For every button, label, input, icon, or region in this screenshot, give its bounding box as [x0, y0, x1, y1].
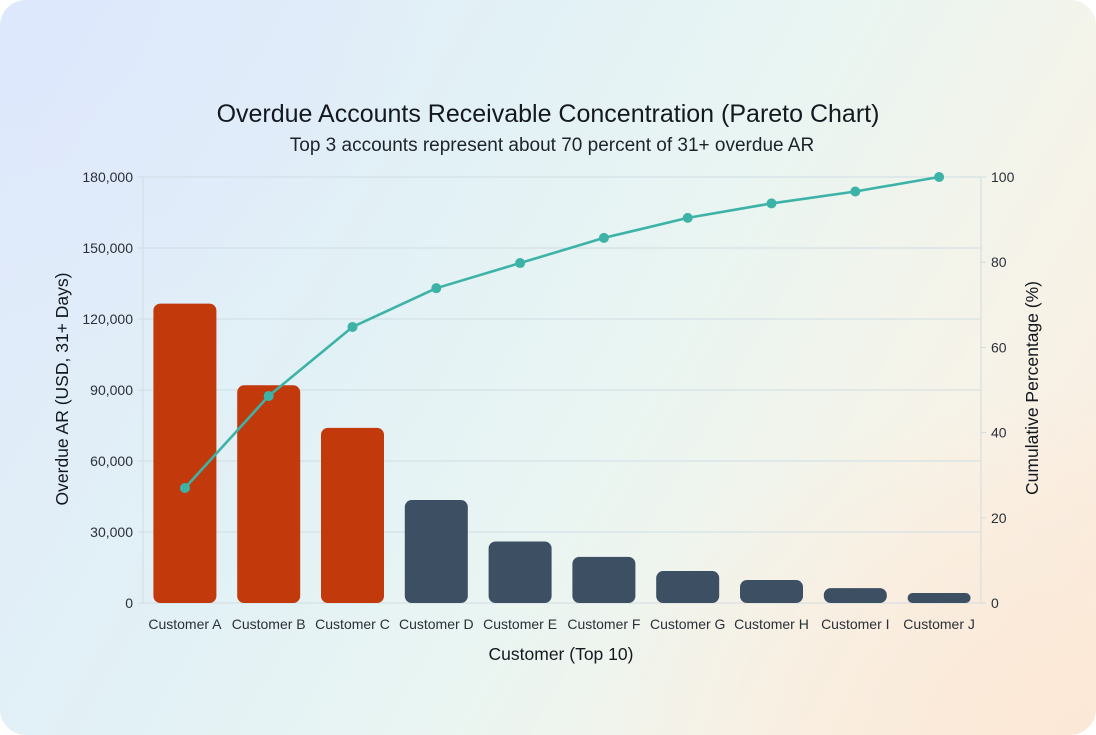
chart-title: Overdue Accounts Receivable Concentratio… [217, 100, 880, 128]
left-tick-label: 30,000 [90, 524, 133, 540]
x-tick-label: Customer C [315, 616, 390, 632]
bar [656, 571, 720, 603]
left-tick-label: 180,000 [82, 169, 133, 185]
chart-subtitle: Top 3 accounts represent about 70 percen… [290, 135, 814, 156]
left-tick-label: 60,000 [90, 453, 133, 469]
right-tick-label: 40 [991, 425, 1007, 441]
bar [907, 593, 971, 603]
left-tick-label: 90,000 [90, 382, 133, 398]
x-axis-ticks: Customer A Customer B Customer C Customer D… [148, 616, 975, 632]
line-point [347, 321, 358, 332]
line-point [263, 390, 274, 401]
bar [488, 541, 552, 603]
cumulative-line [183, 175, 940, 489]
x-tick-label: Customer I [821, 616, 889, 632]
x-tick-label: Customer E [483, 616, 557, 632]
line-point [934, 172, 945, 182]
x-tick-label: Customer A [148, 616, 222, 632]
right-tick-label: 80 [991, 254, 1007, 270]
bar [321, 427, 384, 603]
bar [404, 500, 468, 603]
x-tick-label: Customer F [567, 616, 640, 632]
x-tick-label: Customer H [734, 616, 809, 632]
right-axis-title: Cumulative Percentage (%) [1022, 281, 1042, 495]
line-point [682, 212, 693, 223]
bar [153, 303, 217, 603]
left-tick-label: 0 [125, 595, 133, 611]
x-tick-label: Customer G [650, 616, 725, 632]
x-tick-label: Customer B [232, 616, 306, 632]
line-point [598, 232, 609, 243]
bar [572, 556, 636, 603]
bar [740, 580, 803, 603]
right-tick-label: 60 [991, 339, 1007, 355]
bar [823, 588, 887, 603]
bar-series [153, 303, 971, 603]
left-tick-label: 120,000 [82, 311, 133, 327]
right-axis-ticks: 0 20 40 60 80 100 [981, 169, 1015, 611]
right-tick-label: 0 [991, 595, 999, 611]
line-point [515, 258, 526, 269]
line-point [431, 283, 442, 294]
left-axis-ticks: 0 30,000 60,000 90,000 120,000 150,000 180,000 [82, 169, 143, 611]
x-tick-label: Customer J [903, 616, 975, 632]
line-point [766, 198, 777, 209]
line-point [179, 482, 190, 493]
left-axis-title: Overdue AR (USD, 31+ Days) [52, 273, 72, 506]
cumulative-line-series [179, 172, 945, 493]
line-point [850, 186, 861, 197]
right-tick-label: 100 [991, 169, 1015, 185]
x-tick-label: Customer D [399, 616, 474, 632]
bar [237, 385, 301, 603]
x-axis-title: Customer (Top 10) [489, 644, 634, 664]
right-tick-label: 20 [991, 510, 1007, 526]
left-tick-label: 150,000 [82, 240, 133, 256]
